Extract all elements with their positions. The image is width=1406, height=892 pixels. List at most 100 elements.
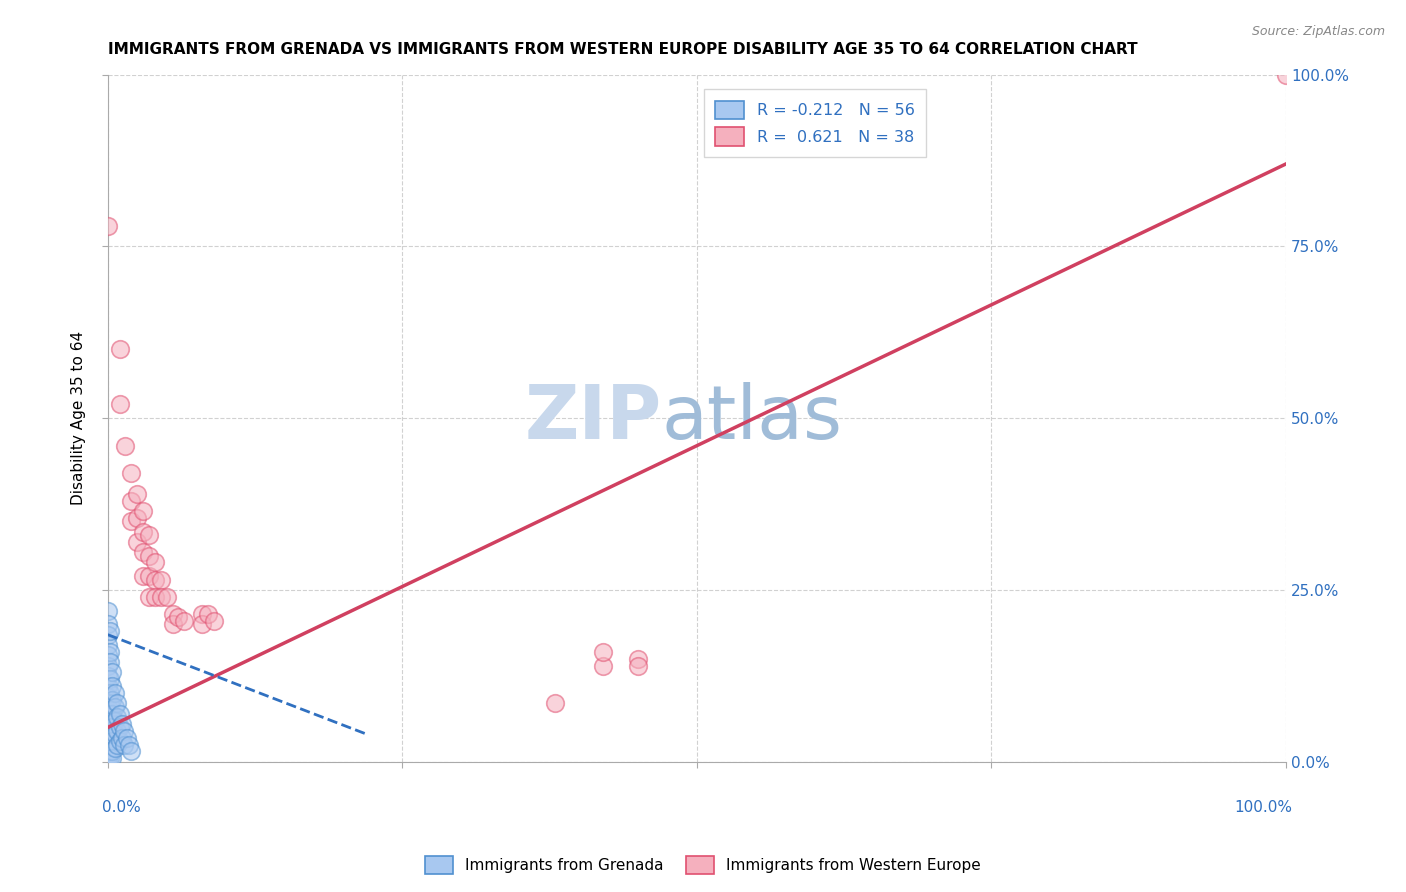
Point	[104, 699, 127, 714]
Point	[97, 738, 120, 752]
Point	[162, 607, 184, 621]
Point	[115, 731, 138, 745]
Point	[98, 697, 121, 711]
Point	[143, 556, 166, 570]
Point	[143, 573, 166, 587]
Point	[101, 679, 124, 693]
Point	[97, 744, 120, 758]
Point	[138, 528, 160, 542]
Point	[97, 720, 120, 734]
Legend: Immigrants from Grenada, Immigrants from Western Europe: Immigrants from Grenada, Immigrants from…	[419, 850, 987, 880]
Point	[108, 734, 131, 748]
Point	[97, 617, 120, 632]
Point	[101, 706, 124, 721]
Point	[111, 731, 134, 745]
Point	[138, 590, 160, 604]
Point	[156, 590, 179, 604]
Point	[627, 658, 650, 673]
Y-axis label: Disability Age 35 to 64: Disability Age 35 to 64	[72, 331, 86, 505]
Point	[112, 738, 135, 752]
Text: Source: ZipAtlas.com: Source: ZipAtlas.com	[1251, 25, 1385, 38]
Point	[97, 729, 120, 743]
Point	[108, 343, 131, 357]
Point	[97, 219, 120, 233]
Point	[101, 734, 124, 748]
Point	[104, 727, 127, 741]
Point	[202, 614, 225, 628]
Point	[105, 723, 128, 738]
Point	[138, 569, 160, 583]
Point	[105, 697, 128, 711]
Point	[97, 710, 120, 724]
Point	[97, 669, 120, 683]
Point	[98, 735, 121, 749]
Point	[132, 545, 155, 559]
Point	[127, 511, 149, 525]
Point	[97, 604, 120, 618]
Point	[97, 638, 120, 652]
Point	[98, 751, 121, 765]
Text: 0.0%: 0.0%	[101, 799, 141, 814]
Point	[98, 624, 121, 639]
Point	[167, 610, 190, 624]
Point	[127, 487, 149, 501]
Point	[101, 744, 124, 758]
Point	[197, 607, 219, 621]
Point	[97, 627, 120, 641]
Point	[191, 617, 214, 632]
Point	[112, 723, 135, 738]
Point	[120, 514, 142, 528]
Text: 100.0%: 100.0%	[1234, 799, 1292, 814]
Point	[98, 744, 121, 758]
Text: atlas: atlas	[661, 382, 842, 455]
Point	[98, 726, 121, 740]
Point	[105, 710, 128, 724]
Point	[132, 569, 155, 583]
Point	[592, 645, 614, 659]
Point	[104, 686, 127, 700]
Point	[101, 720, 124, 734]
Point	[111, 717, 134, 731]
Point	[97, 749, 120, 764]
Point	[105, 738, 128, 752]
Point	[592, 658, 614, 673]
Point	[101, 665, 124, 680]
Point	[191, 607, 214, 621]
Point	[143, 590, 166, 604]
Point	[120, 466, 142, 480]
Point	[627, 651, 650, 665]
Point	[97, 658, 120, 673]
Point	[138, 549, 160, 563]
Point	[98, 706, 121, 721]
Point	[97, 679, 120, 693]
Point	[127, 534, 149, 549]
Text: ZIP: ZIP	[524, 382, 661, 455]
Point	[1275, 68, 1298, 82]
Point	[97, 648, 120, 663]
Point	[104, 741, 127, 756]
Point	[97, 690, 120, 704]
Point	[98, 714, 121, 729]
Point	[98, 645, 121, 659]
Point	[101, 751, 124, 765]
Point	[173, 614, 195, 628]
Point	[104, 714, 127, 728]
Point	[544, 697, 567, 711]
Point	[108, 397, 131, 411]
Point	[97, 699, 120, 714]
Point	[132, 524, 155, 539]
Point	[98, 686, 121, 700]
Point	[118, 738, 141, 752]
Point	[108, 706, 131, 721]
Text: IMMIGRANTS FROM GRENADA VS IMMIGRANTS FROM WESTERN EUROPE DISABILITY AGE 35 TO 6: IMMIGRANTS FROM GRENADA VS IMMIGRANTS FR…	[108, 42, 1137, 57]
Point	[114, 439, 136, 453]
Point	[98, 673, 121, 687]
Point	[97, 753, 120, 767]
Point	[149, 573, 172, 587]
Point	[98, 655, 121, 669]
Point	[132, 504, 155, 518]
Point	[108, 720, 131, 734]
Point	[120, 493, 142, 508]
Point	[120, 744, 142, 758]
Point	[162, 617, 184, 632]
